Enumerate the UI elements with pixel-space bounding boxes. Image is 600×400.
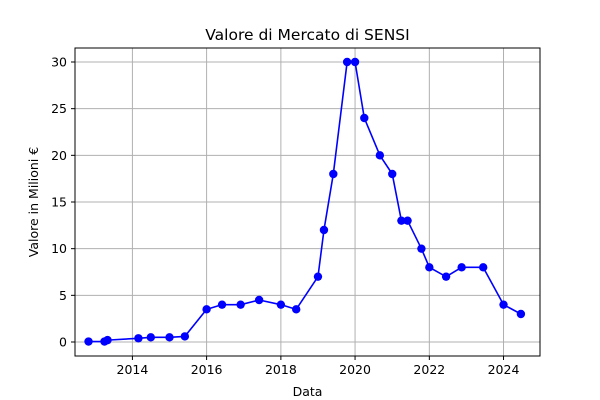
x-tick-label: 2014 xyxy=(117,362,149,377)
data-point xyxy=(84,337,93,346)
data-point xyxy=(319,225,329,235)
data-point xyxy=(342,57,352,67)
x-tick-label: 2020 xyxy=(339,362,371,377)
data-point xyxy=(417,244,426,253)
plot-frame xyxy=(74,47,541,357)
data-point xyxy=(350,57,360,67)
y-tick-label: 0 xyxy=(59,335,67,350)
x-tick-label: 2024 xyxy=(488,362,520,377)
x-tick-label: 2018 xyxy=(265,362,297,377)
y-tick-label: 15 xyxy=(51,195,67,210)
y-tick-label: 20 xyxy=(51,148,67,163)
data-point xyxy=(146,333,156,342)
data-point xyxy=(397,216,406,225)
data-point xyxy=(329,169,338,179)
data-point xyxy=(479,263,488,272)
data-point xyxy=(103,335,112,345)
data-point xyxy=(403,216,412,225)
y-tick-label: 10 xyxy=(51,241,67,256)
data-point xyxy=(457,263,466,272)
grid xyxy=(75,48,540,356)
data-point xyxy=(180,332,190,341)
data-point xyxy=(499,300,508,309)
data-point xyxy=(254,295,264,305)
data-point xyxy=(236,300,245,309)
y-tick-label: 30 xyxy=(51,55,67,70)
x-tick-label: 2016 xyxy=(191,362,223,377)
y-tick-label: 25 xyxy=(51,101,67,116)
axis-ticks: 2014 2016 2018 2020 2022 2024 0 5 10 15 20 25 30 xyxy=(51,55,519,378)
data-point xyxy=(375,151,385,160)
series-layer xyxy=(84,57,526,346)
y-tick-label: 5 xyxy=(59,288,67,303)
y-axis-label: Valore in Milioni € xyxy=(26,147,41,257)
data-point xyxy=(292,305,301,314)
data-point xyxy=(360,113,369,123)
data-point xyxy=(313,272,323,281)
data-point xyxy=(425,263,434,272)
data-point xyxy=(516,309,526,319)
data-point xyxy=(276,300,286,309)
x-tick-label: 2022 xyxy=(413,362,445,377)
x-axis-label: Data xyxy=(293,384,323,399)
chart-title: Valore di Mercato di SENSI xyxy=(205,26,409,44)
data-point xyxy=(165,333,174,342)
data-point xyxy=(202,305,211,314)
data-point xyxy=(388,169,397,179)
data-point xyxy=(134,334,143,343)
data-point xyxy=(217,300,227,309)
data-point xyxy=(441,272,451,281)
